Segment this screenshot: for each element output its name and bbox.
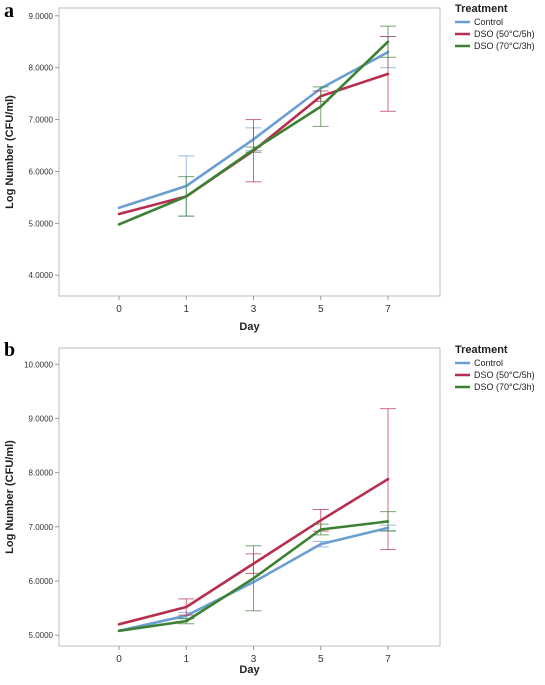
- series-2: [117, 511, 396, 633]
- y-tick-label: 8.0000: [29, 64, 54, 73]
- x-tick-label: 5: [318, 304, 324, 315]
- series-0: [117, 524, 396, 633]
- y-tick-label: 4.0000: [29, 271, 54, 280]
- y-tick-label: 9.0000: [29, 12, 54, 21]
- series-1: [117, 408, 396, 626]
- x-axis-title: Day: [239, 321, 260, 333]
- y-axis-title: Log Number (CFU/ml): [4, 440, 16, 554]
- y-tick-label: 9.0000: [29, 414, 54, 423]
- x-tick-label: 7: [385, 304, 391, 315]
- panel-letter: a: [4, 0, 14, 22]
- legend-label: Control: [474, 17, 503, 27]
- x-tick-label: 7: [385, 654, 391, 665]
- y-tick-label: 10.0000: [24, 360, 53, 369]
- x-tick-label: 5: [318, 654, 324, 665]
- x-tick-label: 0: [116, 304, 122, 315]
- legend: Treatment Control DSO (50°C/5h) DSO (70°C/3…: [455, 344, 535, 392]
- x-tick-label: 1: [183, 654, 189, 665]
- y-tick-label: 7.0000: [29, 523, 54, 532]
- series-line: [117, 40, 390, 226]
- x-tick-label: 3: [251, 654, 257, 665]
- legend-label: DSO (50°C/5h): [474, 370, 535, 380]
- x-tick-label: 1: [183, 304, 189, 315]
- legend-label: DSO (50°C/5h): [474, 29, 535, 39]
- series-0: [117, 36, 396, 217]
- y-tick-label: 7.0000: [29, 116, 54, 125]
- plot-frame: [58, 347, 441, 647]
- legend-label: DSO (70°C/3h): [474, 41, 535, 51]
- x-axis-title: Day: [239, 664, 260, 676]
- chart-panel-b: b 5.0000 6.0000 7.0000 8.0000 9.0000 10.0000 0 1…: [4, 339, 535, 676]
- legend-label: DSO (70°C/3h): [474, 382, 535, 392]
- y-tick-label: 6.0000: [29, 167, 54, 176]
- series-line: [117, 520, 390, 633]
- y-tick-label: 5.0000: [29, 219, 54, 228]
- chart-panel-a: a 4.0000 5.0000 6.0000 7.0000 8.0000 9.0000 0 1 3…: [4, 0, 535, 333]
- legend: Treatment Control DSO (50°C/5h) DSO (70°C/3…: [455, 3, 535, 51]
- y-tick-label: 5.0000: [29, 631, 54, 640]
- series-2: [117, 25, 396, 226]
- legend-label: Control: [474, 358, 503, 368]
- plot-frame: [58, 7, 441, 297]
- legend-title: Treatment: [455, 3, 508, 15]
- x-tick-label: 3: [251, 304, 257, 315]
- legend-title: Treatment: [455, 344, 508, 356]
- series-1: [117, 36, 396, 216]
- x-tick-label: 0: [116, 654, 122, 665]
- y-tick-label: 8.0000: [29, 469, 54, 478]
- panel-letter: b: [4, 339, 15, 361]
- y-axis-title: Log Number (CFU/ml): [4, 95, 16, 209]
- y-tick-label: 6.0000: [29, 577, 54, 586]
